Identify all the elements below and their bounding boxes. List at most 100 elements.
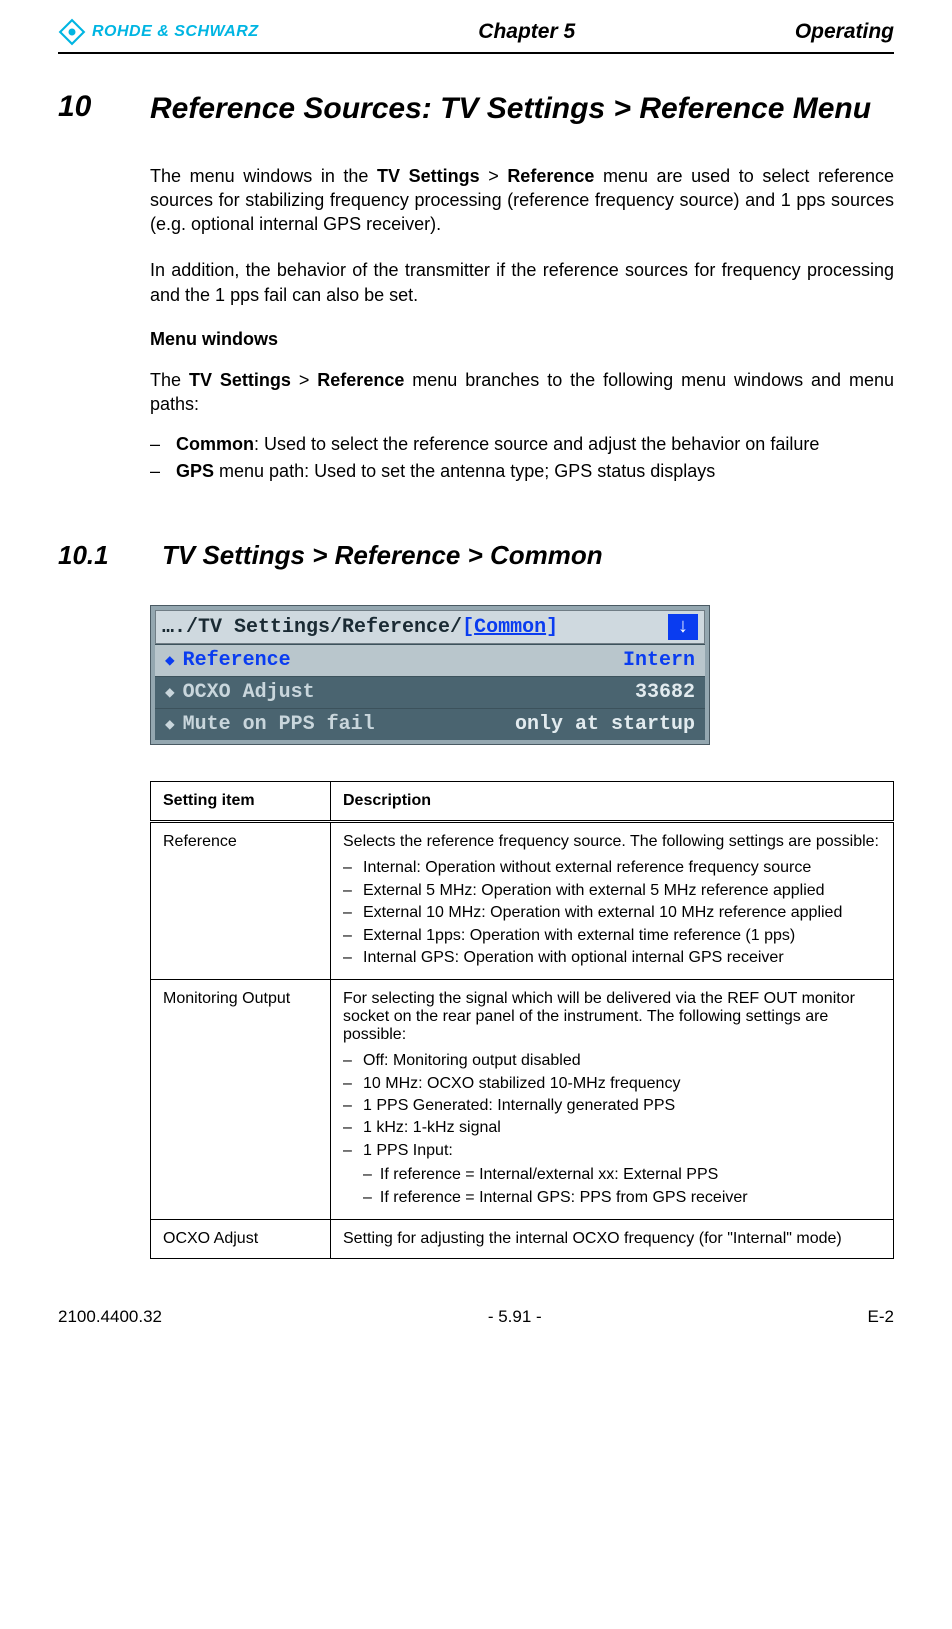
list-item: –10 MHz: OCXO stabilized 10-MHz frequenc… bbox=[343, 1073, 881, 1095]
list-item: –1 PPS Input: bbox=[343, 1140, 881, 1162]
lcd-row-value: Intern bbox=[623, 649, 695, 672]
header-right: Operating bbox=[795, 20, 894, 44]
table-row: OCXO Adjust Setting for adjusting the in… bbox=[151, 1220, 894, 1259]
list-item: –Internal: Operation without external re… bbox=[343, 857, 881, 879]
text-bold: Reference bbox=[507, 166, 594, 186]
setting-description: Selects the reference frequency source. … bbox=[331, 822, 894, 980]
list-item-text: GPS menu path: Used to set the antenna t… bbox=[176, 458, 715, 486]
text: If reference = Internal GPS: PPS from GP… bbox=[380, 1187, 748, 1209]
lcd-path-prefix: …./TV Settings/Reference/ bbox=[162, 616, 462, 639]
dash-icon: – bbox=[343, 1117, 355, 1139]
dash-icon: – bbox=[343, 902, 355, 924]
lcd-row-left: ◆ Mute on PPS fail bbox=[165, 713, 375, 736]
dash-icon: – bbox=[343, 1095, 355, 1117]
text: 1 PPS Input: bbox=[363, 1140, 453, 1162]
footer-right: E-2 bbox=[868, 1307, 894, 1327]
lcd-bracket-open: [ bbox=[462, 616, 474, 639]
text-bold: TV Settings bbox=[377, 166, 480, 186]
updown-icon: ◆ bbox=[165, 653, 175, 669]
text: 1 kHz: 1-kHz signal bbox=[363, 1117, 501, 1139]
lcd-current-node: Common bbox=[474, 616, 546, 639]
subsection-title: TV Settings > Reference > Common bbox=[162, 540, 603, 571]
lcd-row-selected: ◆ Reference Intern bbox=[155, 644, 705, 676]
list-item: –Internal GPS: Operation with optional i… bbox=[343, 947, 881, 969]
text: If reference = Internal/external xx: Ext… bbox=[380, 1164, 718, 1186]
dash-icon: – bbox=[343, 1073, 355, 1095]
menu-windows-subhead: Menu windows bbox=[150, 329, 894, 350]
dash-icon: – bbox=[363, 1164, 372, 1186]
lcd-row-left: ◆ Reference bbox=[165, 649, 291, 672]
table-header-setting: Setting item bbox=[151, 782, 331, 822]
desc-list: –Internal: Operation without external re… bbox=[343, 857, 881, 969]
brand-logo: ROHDE & SCHWARZ bbox=[58, 18, 259, 46]
desc-list: –Off: Monitoring output disabled –10 MHz… bbox=[343, 1050, 881, 1162]
subsection-heading: 10.1 TV Settings > Reference > Common bbox=[58, 540, 894, 571]
lcd-row-label: Mute on PPS fail bbox=[183, 713, 375, 736]
chapter-label: Chapter 5 bbox=[478, 20, 575, 44]
subsection-number: 10.1 bbox=[58, 540, 138, 571]
dash-icon: – bbox=[343, 857, 355, 879]
text: External 1pps: Operation with external t… bbox=[363, 925, 795, 947]
setting-description: Setting for adjusting the internal OCXO … bbox=[331, 1220, 894, 1259]
dash-icon: – bbox=[343, 1140, 355, 1162]
list-item: –Off: Monitoring output disabled bbox=[343, 1050, 881, 1072]
dash-icon: – bbox=[343, 925, 355, 947]
text: menu path: Used to set the antenna type;… bbox=[214, 461, 715, 481]
lcd-row-value: 33682 bbox=[635, 681, 695, 704]
text-bold: TV Settings bbox=[189, 370, 291, 390]
lcd-row-label: OCXO Adjust bbox=[183, 681, 315, 704]
list-item: –1 PPS Generated: Internally generated P… bbox=[343, 1095, 881, 1117]
section-number: 10 bbox=[58, 90, 122, 124]
lcd-row: ◆ Mute on PPS fail only at startup bbox=[155, 708, 705, 740]
text-bold: Common bbox=[176, 434, 254, 454]
page: ROHDE & SCHWARZ Chapter 5 Operating 10 R… bbox=[0, 0, 952, 1367]
section-heading: 10 Reference Sources: TV Settings > Refe… bbox=[58, 90, 894, 128]
dash-icon: – bbox=[343, 880, 355, 902]
lcd-row-value: only at startup bbox=[515, 713, 695, 736]
dash-icon: – bbox=[363, 1187, 372, 1209]
setting-name: OCXO Adjust bbox=[151, 1220, 331, 1259]
dash-icon: – bbox=[343, 1050, 355, 1072]
list-item: –If reference = Internal GPS: PPS from G… bbox=[363, 1187, 881, 1209]
text: Off: Monitoring output disabled bbox=[363, 1050, 581, 1072]
desc-intro: For selecting the signal which will be d… bbox=[343, 990, 855, 1043]
text: Internal: Operation without external ref… bbox=[363, 857, 811, 879]
lcd-down-arrow-icon: ↓ bbox=[668, 614, 698, 640]
page-footer: 2100.4400.32 - 5.91 - E-2 bbox=[58, 1307, 894, 1327]
footer-center: - 5.91 - bbox=[488, 1307, 542, 1327]
table-header-description: Description bbox=[331, 782, 894, 822]
page-header: ROHDE & SCHWARZ Chapter 5 Operating bbox=[58, 18, 894, 46]
dash-icon: – bbox=[150, 458, 164, 486]
setting-description: For selecting the signal which will be d… bbox=[331, 980, 894, 1220]
text: 1 PPS Generated: Internally generated PP… bbox=[363, 1095, 675, 1117]
menu-windows-list: – Common: Used to select the reference s… bbox=[150, 431, 894, 487]
text: External 5 MHz: Operation with external … bbox=[363, 880, 825, 902]
settings-table: Setting item Description Reference Selec… bbox=[150, 781, 894, 1259]
desc-intro: Selects the reference frequency source. … bbox=[343, 833, 879, 850]
text: > bbox=[480, 166, 508, 186]
menu-windows-paragraph: The TV Settings > Reference menu branche… bbox=[150, 368, 894, 417]
text: : Used to select the reference source an… bbox=[254, 434, 819, 454]
text: 10 MHz: OCXO stabilized 10-MHz frequency bbox=[363, 1073, 680, 1095]
list-item: –External 5 MHz: Operation with external… bbox=[343, 880, 881, 902]
lcd-row: ◆ OCXO Adjust 33682 bbox=[155, 676, 705, 708]
list-item: –External 1pps: Operation with external … bbox=[343, 925, 881, 947]
list-item: –External 10 MHz: Operation with externa… bbox=[343, 902, 881, 924]
body-column: The menu windows in the TV Settings > Re… bbox=[150, 164, 894, 487]
header-rule bbox=[58, 52, 894, 54]
table-row: Monitoring Output For selecting the sign… bbox=[151, 980, 894, 1220]
text: The bbox=[150, 370, 189, 390]
setting-name: Reference bbox=[151, 822, 331, 980]
text-bold: GPS bbox=[176, 461, 214, 481]
lcd-screenshot: …./TV Settings/Reference/ [ Common ] ↓ ◆… bbox=[150, 605, 710, 745]
brand-name: ROHDE & SCHWARZ bbox=[92, 23, 259, 41]
lcd-row-left: ◆ OCXO Adjust bbox=[165, 681, 315, 704]
list-item-text: Common: Used to select the reference sou… bbox=[176, 431, 819, 459]
dash-icon: – bbox=[150, 431, 164, 459]
list-item: –If reference = Internal/external xx: Ex… bbox=[363, 1164, 881, 1186]
text-bold: Reference bbox=[317, 370, 404, 390]
list-item: – GPS menu path: Used to set the antenna… bbox=[150, 458, 894, 486]
updown-icon: ◆ bbox=[165, 717, 175, 733]
updown-icon: ◆ bbox=[165, 685, 175, 701]
footer-left: 2100.4400.32 bbox=[58, 1307, 162, 1327]
